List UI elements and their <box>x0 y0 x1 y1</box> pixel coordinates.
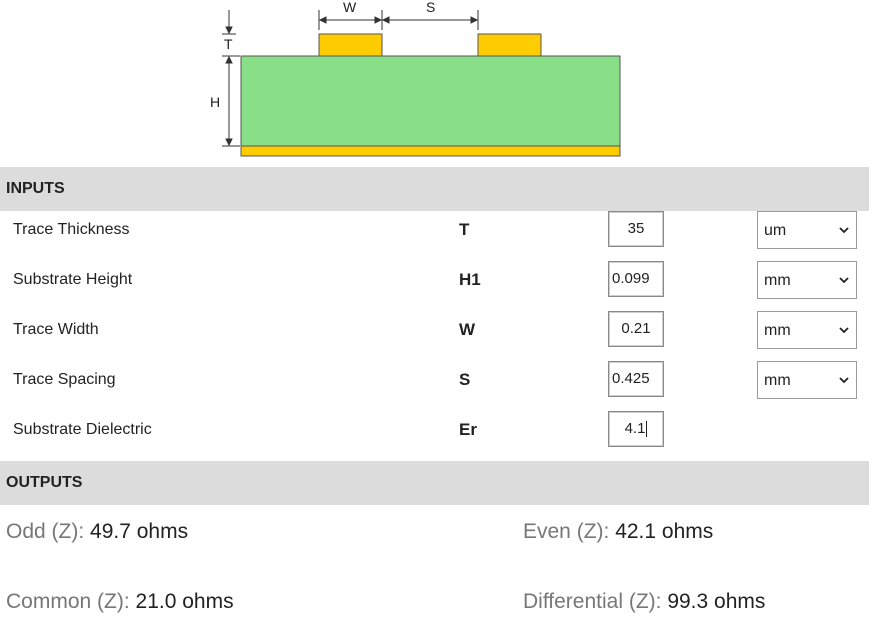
t-label: T <box>224 36 233 52</box>
microstrip-diagram: W S T H <box>0 0 869 167</box>
trace-width-symbol: W <box>459 320 476 339</box>
substrate-height-unit-value: mm <box>764 272 791 289</box>
trace-width-unit-select[interactable]: mm <box>757 311 857 349</box>
trace-thickness-input[interactable]: 35 <box>608 211 664 247</box>
input-row-thickness: Trace Thickness T 35 um <box>0 211 869 261</box>
substrate-layer <box>240 55 621 147</box>
common-impedance-output: Common (Z): 21.0 ohms <box>6 590 234 614</box>
common-impedance-value: 21.0 ohms <box>135 590 234 613</box>
trace-left <box>318 33 383 57</box>
outputs-header: OUTPUTS <box>0 461 869 505</box>
trace-thickness-label: Trace Thickness <box>13 221 130 238</box>
trace-thickness-symbol: T <box>459 220 470 239</box>
trace-spacing-symbol: S <box>459 370 471 389</box>
differential-impedance-label: Differential (Z): <box>523 590 662 613</box>
substrate-dielectric-value: 4.1 <box>624 420 646 437</box>
even-impedance-value: 42.1 ohms <box>615 520 714 543</box>
chevron-down-icon <box>839 277 849 284</box>
text-cursor <box>646 421 648 438</box>
chevron-down-icon <box>839 227 849 234</box>
even-impedance-label: Even (Z): <box>523 520 610 543</box>
h-label: H <box>210 94 221 110</box>
input-row-spacing: Trace Spacing S 0.425 mm <box>0 361 869 411</box>
input-row-width: Trace Width W 0.21 mm <box>0 311 869 361</box>
input-row-dielectric: Substrate Dielectric Er 4.1 <box>0 411 869 461</box>
substrate-dielectric-symbol: Er <box>459 420 477 439</box>
input-row-height: Substrate Height H1 0.099 mm <box>0 261 869 311</box>
s-label: S <box>426 0 436 15</box>
ground-plane <box>240 145 621 157</box>
trace-right <box>477 33 542 57</box>
differential-impedance-output: Differential (Z): 99.3 ohms <box>523 590 765 614</box>
diagram-graphic <box>222 10 621 157</box>
odd-impedance-output: Odd (Z): 49.7 ohms <box>6 520 188 544</box>
differential-impedance-value: 99.3 ohms <box>667 590 766 613</box>
trace-width-label: Trace Width <box>13 321 99 338</box>
odd-impedance-value: 49.7 ohms <box>90 520 189 543</box>
trace-spacing-label: Trace Spacing <box>13 371 116 388</box>
h-dimension <box>222 55 240 147</box>
trace-width-input[interactable]: 0.21 <box>608 311 664 347</box>
substrate-height-label: Substrate Height <box>13 271 133 288</box>
common-impedance-label: Common (Z): <box>6 590 130 613</box>
substrate-dielectric-input[interactable]: 4.1 <box>608 411 664 447</box>
chevron-down-icon <box>839 327 849 334</box>
s-dimension <box>381 10 479 30</box>
trace-spacing-input[interactable]: 0.425 <box>608 361 664 397</box>
trace-spacing-unit-value: mm <box>764 372 791 389</box>
w-label: W <box>343 0 357 15</box>
substrate-height-input[interactable]: 0.099 <box>608 261 664 297</box>
substrate-dielectric-label: Substrate Dielectric <box>13 421 152 438</box>
even-impedance-output: Even (Z): 42.1 ohms <box>523 520 713 544</box>
trace-thickness-unit-value: um <box>764 222 787 239</box>
chevron-down-icon <box>839 377 849 384</box>
trace-width-unit-value: mm <box>764 322 791 339</box>
trace-spacing-unit-select[interactable]: mm <box>757 361 857 399</box>
w-dimension <box>318 10 383 30</box>
t-dimension <box>222 10 236 35</box>
trace-thickness-unit-select[interactable]: um <box>757 211 857 249</box>
substrate-height-symbol: H1 <box>459 270 481 289</box>
substrate-height-unit-select[interactable]: mm <box>757 261 857 299</box>
odd-impedance-label: Odd (Z): <box>6 520 85 543</box>
inputs-header: INPUTS <box>0 167 869 211</box>
